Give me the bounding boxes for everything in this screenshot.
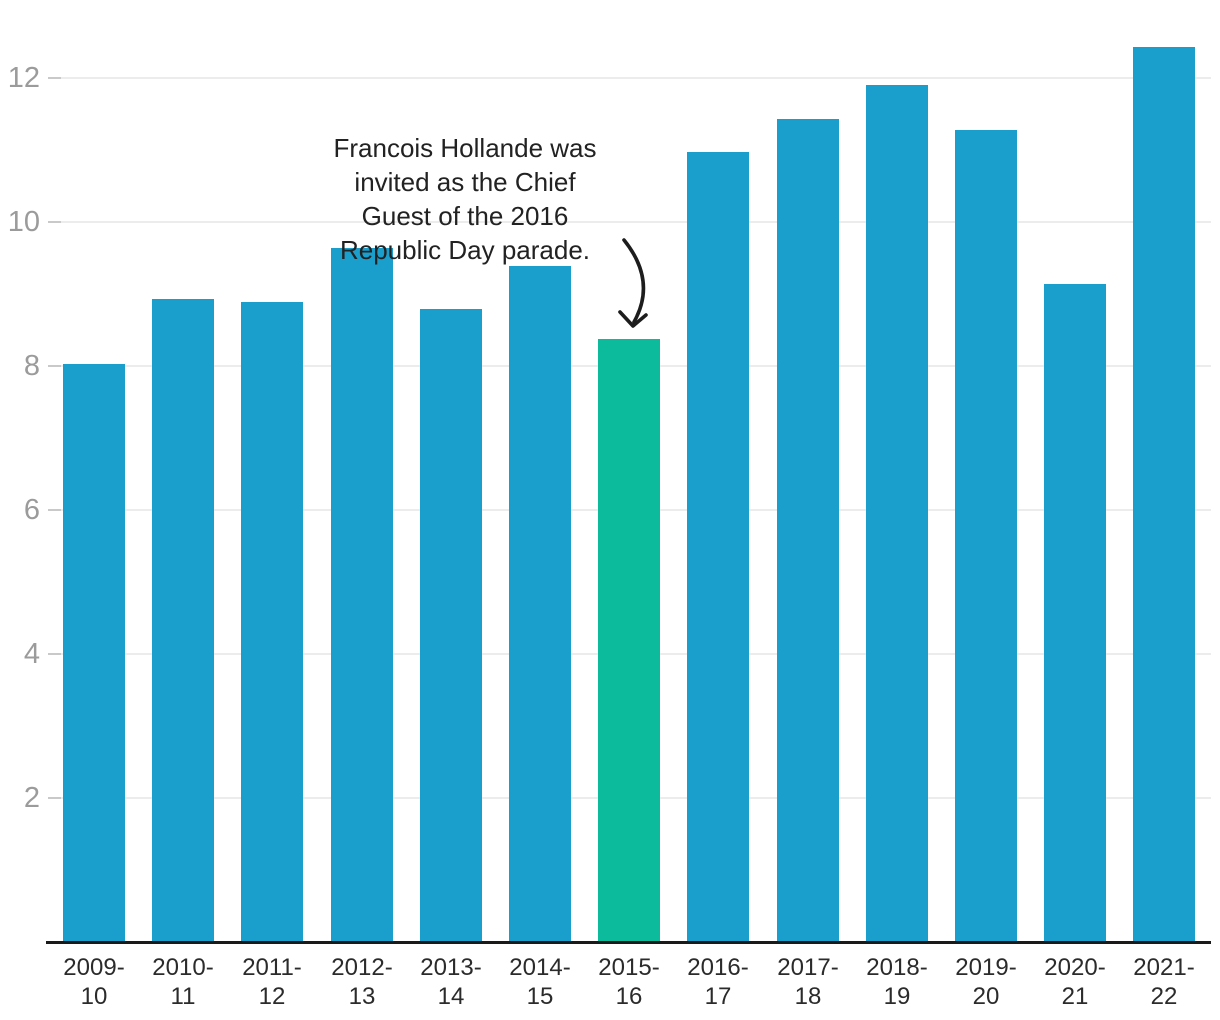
x-tick-label-line1: 2014- xyxy=(509,954,571,981)
bar xyxy=(241,302,303,941)
x-tick-label-line1: 2015- xyxy=(598,954,660,981)
x-tick-label-line2: 15 xyxy=(526,983,554,1010)
y-tick-label: 2 xyxy=(23,782,40,814)
y-axis-tick xyxy=(48,77,61,79)
bar xyxy=(955,130,1017,941)
bar xyxy=(331,248,393,941)
x-tick-label-line2: 20 xyxy=(972,983,1000,1010)
x-tick-label: 2009- 10 xyxy=(49,953,139,1011)
x-tick-label-line2: 19 xyxy=(883,983,911,1010)
x-axis-line xyxy=(46,941,1211,944)
x-tick-label-line1: 2016- xyxy=(687,954,749,981)
annotation-line: Guest of the 2016 xyxy=(361,201,569,231)
y-tick-label: 12 xyxy=(7,62,40,94)
annotation-text: Francois Hollande was invited as the Chie… xyxy=(265,131,665,267)
bar xyxy=(777,119,839,941)
x-tick-label-line1: 2012- xyxy=(331,954,393,981)
x-tick-label-line2: 17 xyxy=(704,983,732,1010)
x-tick-label-line1: 2021- xyxy=(1133,954,1195,981)
y-axis-tick xyxy=(48,653,61,655)
x-tick-label-line2: 13 xyxy=(348,983,376,1010)
x-tick-label-line2: 14 xyxy=(437,983,465,1010)
gridline xyxy=(48,77,1211,79)
gridline xyxy=(48,221,1211,223)
y-axis-tick xyxy=(48,221,61,223)
y-axis-tick xyxy=(48,365,61,367)
y-tick-label: 8 xyxy=(23,350,40,382)
x-tick-label-line2: 12 xyxy=(258,983,286,1010)
x-tick-label: 2012- 13 xyxy=(317,953,407,1011)
x-tick-label-line1: 2019- xyxy=(955,954,1017,981)
x-tick-label-line2: 16 xyxy=(615,983,643,1010)
bar xyxy=(866,85,928,941)
x-tick-label-line2: 18 xyxy=(794,983,822,1010)
bar xyxy=(152,299,214,941)
x-tick-label-line2: 10 xyxy=(80,983,108,1010)
x-tick-label: 2018- 19 xyxy=(852,953,942,1011)
x-tick-label: 2011- 12 xyxy=(227,953,317,1011)
x-tick-label-line1: 2011- xyxy=(242,954,302,981)
x-tick-label-line1: 2018- xyxy=(866,954,928,981)
annotation-line: Francois Hollande was xyxy=(333,133,597,163)
bar-highlighted xyxy=(598,339,660,941)
x-tick-label: 2014- 15 xyxy=(495,953,585,1011)
x-tick-label-line2: 11 xyxy=(170,983,196,1010)
x-tick-label: 2015- 16 xyxy=(584,953,674,1011)
annotation-line: Republic Day parade. xyxy=(339,235,591,265)
bar xyxy=(509,266,571,941)
y-axis-tick xyxy=(48,797,61,799)
x-tick-label: 2019- 20 xyxy=(941,953,1031,1011)
y-axis-tick xyxy=(48,509,61,511)
y-tick-label: 4 xyxy=(23,638,40,670)
bar xyxy=(420,309,482,941)
x-tick-label-line1: 2010- xyxy=(152,954,214,981)
x-tick-label: 2017- 18 xyxy=(763,953,853,1011)
annotation-line: invited as the Chief xyxy=(354,167,576,197)
x-tick-label: 2020- 21 xyxy=(1030,953,1120,1011)
x-tick-label: 2016- 17 xyxy=(673,953,763,1011)
y-tick-label: 6 xyxy=(23,494,40,526)
x-tick-label-line2: 22 xyxy=(1150,983,1178,1010)
bar xyxy=(63,364,125,941)
x-tick-label-line1: 2009- xyxy=(63,954,125,981)
bar xyxy=(1133,47,1195,941)
bar xyxy=(687,152,749,941)
x-tick-label-line2: 21 xyxy=(1061,983,1089,1010)
x-tick-label: 2021- 22 xyxy=(1119,953,1209,1011)
x-tick-label-line1: 2013- xyxy=(420,954,482,981)
bar xyxy=(1044,284,1106,941)
x-tick-label-line1: 2017- xyxy=(777,954,839,981)
x-tick-label-line1: 2020- xyxy=(1044,954,1106,981)
x-tick-label: 2013- 14 xyxy=(406,953,496,1011)
y-tick-label: 10 xyxy=(7,206,40,238)
x-tick-label: 2010- 11 xyxy=(138,953,228,1011)
